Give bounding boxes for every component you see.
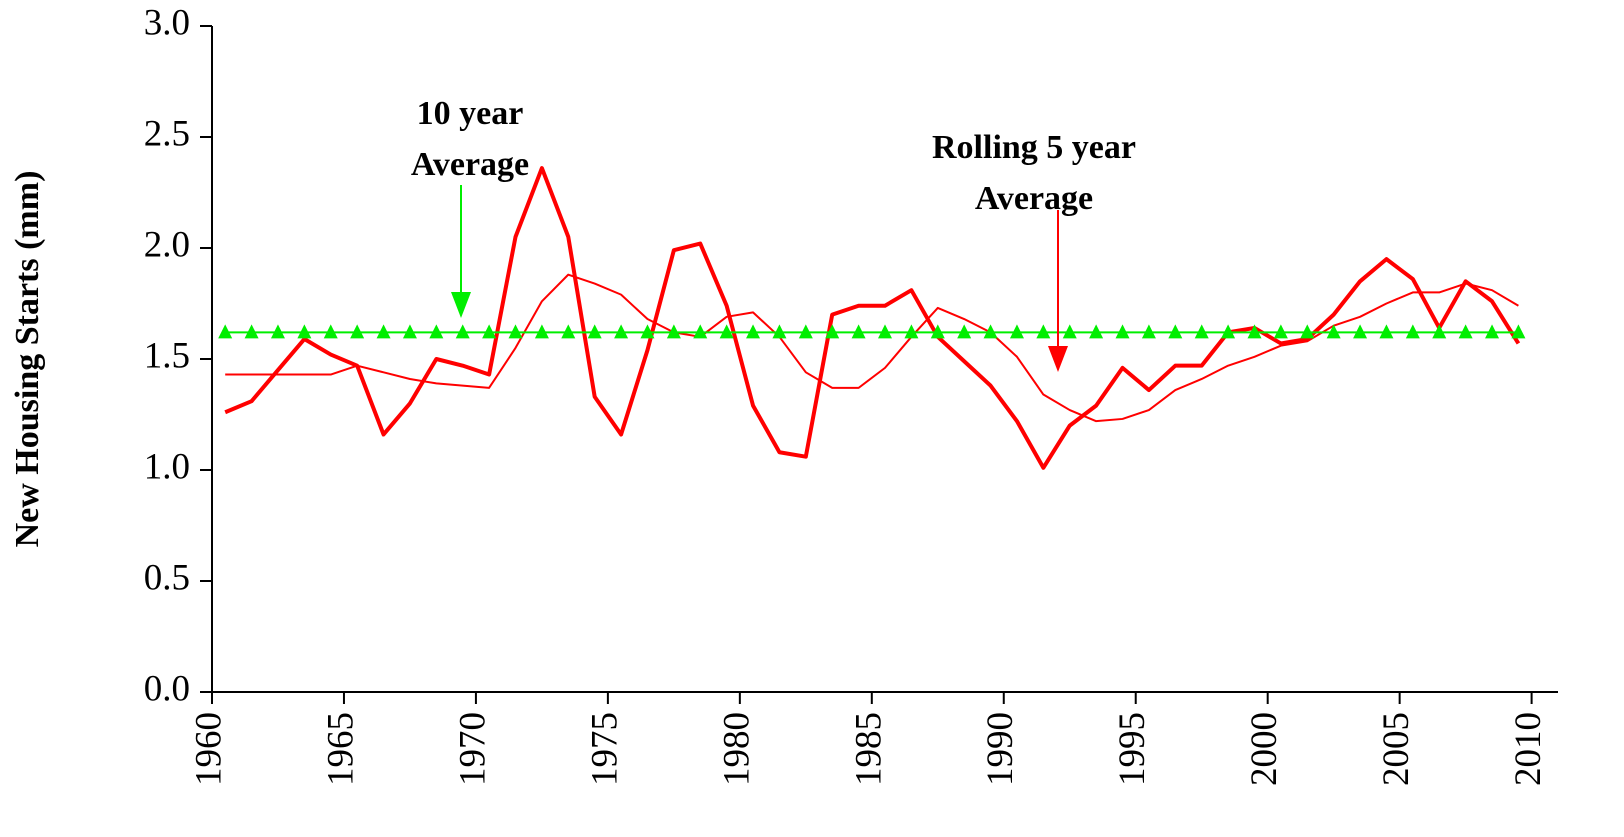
triangle-marker — [1511, 324, 1526, 339]
triangle-marker — [587, 324, 602, 339]
x-tick-label: 2010 — [1508, 712, 1549, 786]
arrow-head — [451, 292, 471, 318]
series-line — [224, 166, 1521, 470]
triangle-marker — [218, 324, 233, 339]
series-line — [225, 273, 1519, 423]
arrow-head — [1048, 346, 1068, 372]
triangle-marker — [1036, 324, 1051, 339]
triangle-marker — [772, 324, 787, 339]
triangle-marker — [455, 324, 470, 339]
annotation: Average — [411, 146, 529, 183]
triangle-marker — [1379, 324, 1394, 339]
triangle-marker — [693, 324, 708, 339]
x-tick-label: 1980 — [716, 712, 757, 786]
y-tick-label: 2.0 — [144, 224, 190, 265]
annotation: Rolling 5 year — [932, 129, 1136, 166]
x-tick-label: 1985 — [848, 712, 889, 786]
x-tick-label: 1975 — [584, 712, 625, 786]
y-tick-label: 0.0 — [144, 668, 190, 709]
x-tick-label: 1965 — [320, 712, 361, 786]
triangle-marker — [719, 324, 734, 339]
triangle-marker — [614, 324, 629, 339]
triangle-marker — [983, 324, 998, 339]
triangle-marker — [482, 324, 497, 339]
triangle-marker — [1353, 324, 1368, 339]
triangle-marker — [1115, 324, 1130, 339]
triangle-marker — [1221, 324, 1236, 339]
triangle-marker — [1062, 324, 1077, 339]
y-tick-label: 1.0 — [144, 446, 190, 487]
triangle-marker — [429, 324, 444, 339]
y-tick-label: 1.5 — [144, 335, 190, 376]
x-tick-label: 1995 — [1112, 712, 1153, 786]
triangle-marker — [1247, 324, 1262, 339]
triangle-marker — [878, 324, 892, 339]
triangle-marker — [930, 324, 945, 339]
y-tick-label: 2.5 — [144, 113, 190, 154]
x-tick-label: 1960 — [188, 712, 229, 786]
triangle-marker — [1089, 324, 1104, 339]
triangle-marker — [1168, 324, 1183, 339]
triangle-marker — [402, 324, 417, 339]
annotation: Average — [975, 180, 1093, 217]
triangle-marker — [1326, 324, 1341, 339]
triangle-marker — [561, 324, 576, 339]
x-tick-label: 1990 — [980, 712, 1021, 786]
x-tick-label: 2005 — [1376, 712, 1417, 786]
triangle-marker — [297, 324, 312, 339]
triangle-marker — [350, 324, 365, 339]
triangle-marker — [640, 324, 655, 339]
triangle-marker — [1141, 324, 1156, 339]
annotation: 10 year — [417, 95, 524, 132]
y-tick-label: 0.5 — [144, 557, 190, 598]
x-tick-label: 1970 — [452, 712, 493, 786]
triangle-marker — [1300, 324, 1315, 339]
triangle-marker — [508, 324, 523, 339]
triangle-marker — [746, 324, 761, 339]
triangle-marker — [244, 324, 259, 339]
triangle-marker — [851, 324, 866, 339]
triangle-marker — [904, 324, 919, 339]
triangle-marker — [376, 324, 391, 339]
triangle-marker — [1485, 324, 1500, 339]
triangle-marker — [666, 324, 681, 339]
triangle-marker — [1458, 324, 1473, 339]
triangle-marker — [534, 324, 549, 339]
triangle-marker — [798, 324, 813, 339]
y-axis-label: New Housing Starts (mm) — [9, 171, 46, 548]
triangle-marker — [1009, 324, 1024, 339]
x-tick-label: 2000 — [1244, 712, 1285, 786]
triangle-marker — [957, 324, 972, 339]
triangle-marker — [1194, 324, 1209, 339]
triangle-marker — [323, 324, 338, 339]
y-tick-label: 3.0 — [144, 2, 190, 43]
triangle-marker — [1405, 324, 1420, 339]
triangle-marker — [825, 324, 840, 339]
triangle-marker — [1273, 324, 1288, 339]
triangle-marker — [1432, 324, 1447, 339]
triangle-marker — [270, 324, 285, 339]
